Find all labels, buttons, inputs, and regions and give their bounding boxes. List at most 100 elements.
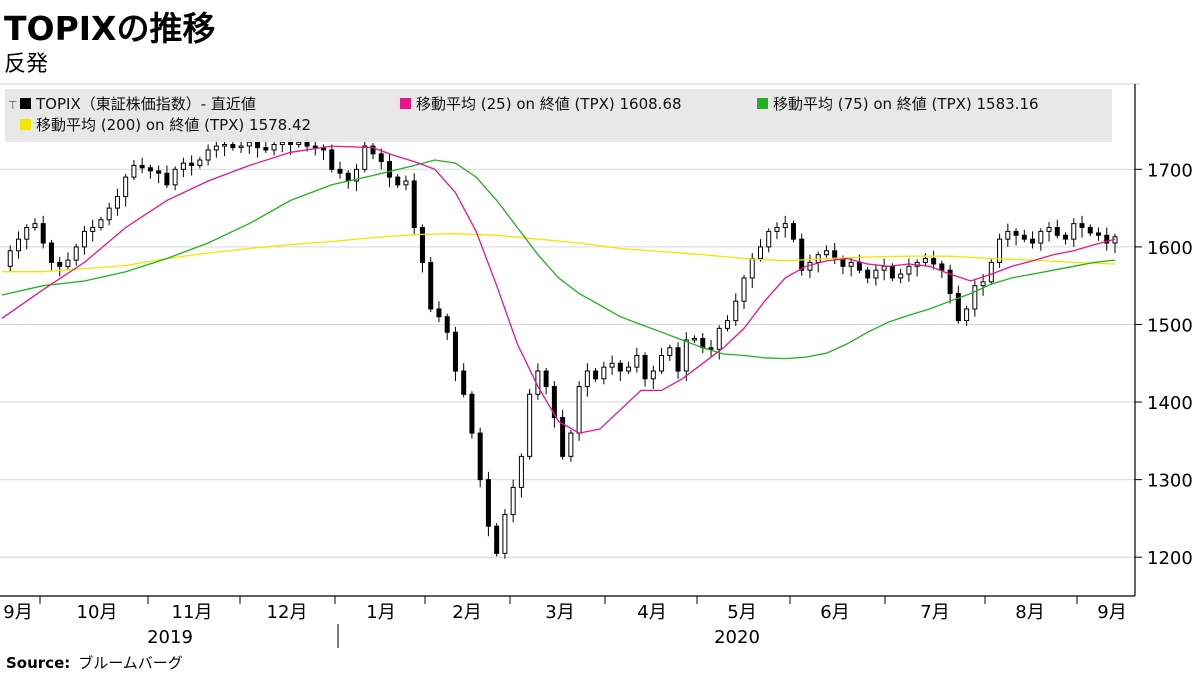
candle-body	[741, 277, 747, 302]
candle-body	[469, 393, 475, 434]
candle-body	[452, 331, 458, 372]
candle-body	[980, 281, 986, 287]
candle-body	[774, 227, 780, 232]
y-tick-label: 1700	[1147, 160, 1193, 181]
candle-body	[964, 308, 970, 322]
candle-body	[889, 265, 895, 279]
candle-body	[898, 273, 904, 279]
candle-series	[7, 134, 1118, 559]
candle-body	[947, 269, 953, 294]
candle-body	[312, 145, 318, 149]
candle-body	[1104, 234, 1110, 244]
candle-body	[403, 180, 409, 186]
candle-body	[255, 141, 261, 149]
candle-body	[1071, 223, 1077, 240]
candle-body	[411, 180, 417, 229]
candle-body	[766, 230, 772, 248]
candle-body	[856, 261, 862, 271]
candle-body	[527, 393, 533, 457]
y-tick-label: 1600	[1147, 238, 1193, 259]
candle-body	[593, 370, 599, 380]
candle-body	[494, 525, 500, 554]
candle-body	[650, 370, 656, 380]
candle-body	[823, 250, 829, 256]
candle-body	[560, 417, 566, 457]
x-month-label: 12月	[267, 602, 308, 623]
candle-body	[683, 339, 689, 372]
candle-body	[73, 246, 79, 261]
candle-body	[601, 366, 607, 380]
candle-body	[147, 167, 153, 172]
candle-body	[180, 162, 186, 170]
candle-body	[1054, 227, 1060, 236]
candle-body	[263, 147, 269, 151]
candle-body	[1030, 238, 1036, 244]
candle-body	[329, 149, 335, 170]
candle-body	[222, 144, 228, 147]
legend-swatch	[20, 119, 31, 130]
candle-body	[543, 370, 549, 388]
candle-body	[32, 223, 38, 229]
candle-body	[659, 355, 665, 372]
candle-body	[485, 479, 491, 527]
candle-body	[337, 168, 343, 174]
candle-body	[832, 250, 838, 260]
candle-body	[865, 269, 871, 279]
candle-body	[444, 316, 450, 333]
source-text: ブルームバーグ	[78, 654, 183, 672]
candle-body	[708, 347, 714, 350]
candle-body	[609, 362, 615, 368]
x-year-label: 2020	[714, 627, 760, 648]
candle-body	[988, 261, 994, 283]
candle-body	[230, 144, 236, 149]
x-month-label: 4月	[637, 602, 666, 623]
candle-body	[90, 227, 96, 232]
candle-body	[939, 263, 945, 271]
candle-body	[1038, 230, 1044, 244]
candle-body	[518, 455, 524, 488]
candle-body	[114, 195, 120, 209]
candle-body	[642, 355, 648, 380]
legend-pin-icon[interactable]: ⊤	[8, 99, 18, 112]
candle-body	[790, 223, 796, 240]
y-tick-label: 1500	[1147, 315, 1193, 336]
x-month-label: 2月	[452, 602, 481, 623]
candle-body	[370, 145, 376, 155]
legend-label: 移動平均 (25) on 終値 (TPX) 1608.68	[416, 95, 682, 113]
candle-body	[997, 238, 1003, 263]
ma25-line	[1, 145, 1116, 434]
chart-subtitle: 反発	[4, 52, 49, 77]
x-month-label: 11月	[172, 602, 213, 623]
candle-body	[757, 246, 763, 260]
candle-body	[205, 149, 211, 161]
candle-body	[304, 141, 310, 147]
chart-title: TOPIXの推移	[4, 9, 216, 48]
ma200-line	[2, 233, 1116, 273]
candle-body	[98, 219, 104, 229]
candle-body	[362, 145, 368, 170]
candle-body	[288, 141, 294, 146]
candle-body	[271, 144, 277, 151]
candle-body	[189, 162, 195, 166]
candle-body	[692, 337, 698, 341]
candle-body	[1005, 230, 1011, 240]
candle-body	[510, 486, 516, 516]
candle-body	[634, 355, 640, 368]
candle-body	[436, 308, 442, 318]
candle-body	[354, 168, 360, 182]
candle-body	[477, 432, 483, 481]
candle-body	[172, 168, 178, 186]
candle-body	[81, 230, 87, 248]
candle-body	[848, 261, 854, 267]
candle-body	[386, 161, 392, 178]
candle-body	[1096, 232, 1102, 236]
candle-body	[1046, 227, 1052, 232]
candle-body	[395, 176, 401, 186]
candle-body	[48, 242, 54, 263]
candle-body	[502, 514, 508, 554]
x-month-label: 5月	[727, 602, 756, 623]
x-month-label: 1月	[366, 602, 395, 623]
candle-body	[716, 327, 722, 350]
x-month-label: 9月	[3, 602, 32, 623]
candle-body	[123, 176, 129, 197]
